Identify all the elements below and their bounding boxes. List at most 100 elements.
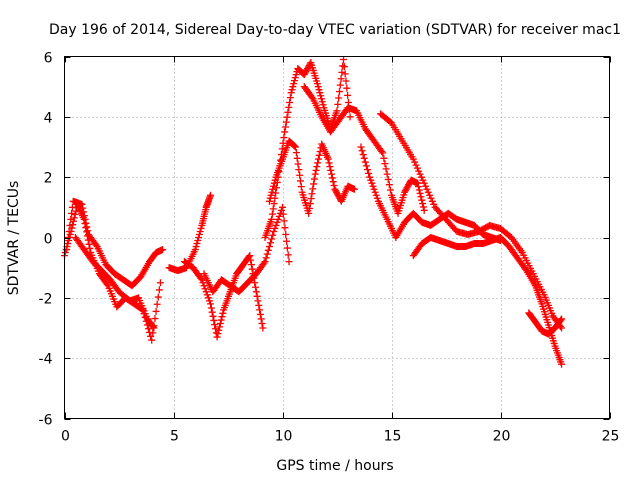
data-point [287, 89, 295, 97]
data-point [292, 143, 300, 151]
data-point [420, 206, 428, 214]
data-point [215, 326, 223, 334]
data-point [271, 176, 279, 184]
data-point [217, 316, 225, 324]
data-point [268, 210, 276, 218]
data-point [558, 315, 566, 323]
data-point [414, 183, 422, 191]
data-point [306, 60, 314, 68]
data-point [403, 184, 411, 192]
data-point [271, 224, 279, 232]
data-point [67, 215, 75, 223]
data-point [337, 75, 345, 83]
data-point [149, 323, 157, 331]
data-point [401, 187, 409, 195]
data-point [279, 210, 287, 218]
data-point [413, 164, 421, 172]
data-point [277, 206, 285, 214]
data-point [286, 94, 294, 102]
data-point [332, 188, 340, 196]
data-point [300, 71, 308, 79]
x-tick-label: 0 [61, 429, 70, 445]
data-point [295, 166, 303, 174]
data-point [324, 155, 332, 163]
data-point [327, 166, 335, 174]
data-point [310, 180, 318, 188]
data-point [316, 89, 324, 97]
data-point [194, 237, 202, 245]
data-point [311, 170, 319, 178]
data-point [558, 360, 566, 368]
data-point [372, 191, 380, 199]
data-point [149, 329, 157, 337]
data-point [362, 162, 370, 170]
y-tick-label: 2 [44, 171, 53, 187]
data-point [86, 244, 94, 252]
data-point [401, 188, 409, 196]
x-tick-label: 25 [602, 429, 620, 445]
data-point [330, 181, 338, 189]
data-point [256, 310, 264, 318]
data-point [332, 187, 340, 195]
data-point [404, 182, 412, 190]
data-point [312, 166, 320, 174]
data-point [381, 160, 389, 168]
data-point [305, 204, 313, 212]
data-point [279, 203, 286, 211]
data-point [68, 203, 76, 211]
data-point [156, 279, 164, 287]
data-point [252, 283, 260, 291]
data-point [245, 253, 253, 261]
data-point [70, 214, 78, 222]
data-point [296, 177, 304, 185]
data-point [360, 154, 368, 162]
data-point [195, 234, 203, 241]
data-point [305, 209, 313, 217]
data-point [318, 98, 326, 106]
data-point [214, 330, 222, 338]
data-point [424, 188, 432, 196]
data-point [386, 186, 394, 194]
data-point [418, 196, 426, 204]
data-point [78, 200, 86, 208]
data-point [289, 83, 297, 91]
data-point [219, 309, 227, 317]
data-point [260, 259, 268, 267]
data-point [309, 185, 317, 193]
data-point [409, 155, 417, 163]
data-point [359, 151, 367, 159]
data-point [304, 65, 312, 73]
data-point [308, 190, 316, 198]
data-point [314, 83, 322, 91]
data-point [85, 240, 93, 248]
data-point [267, 239, 275, 247]
data-point [419, 176, 427, 184]
chart-title: Day 196 of 2014, Sidereal Day-to-day VTE… [49, 22, 621, 38]
data-point [415, 186, 423, 194]
data-point [274, 215, 282, 223]
data-point [61, 249, 69, 257]
data-point [197, 224, 205, 232]
data-point [361, 158, 369, 166]
data-point [402, 185, 410, 193]
data-point [64, 234, 72, 241]
data-point [103, 280, 111, 288]
data-point [84, 227, 92, 235]
data-point [296, 171, 304, 179]
data-point [207, 191, 215, 199]
data-point [148, 336, 156, 344]
data-point [153, 300, 161, 308]
data-point [151, 315, 159, 323]
data-point [254, 297, 262, 305]
data-point [283, 113, 291, 121]
data-point [325, 159, 333, 167]
data-point [339, 62, 347, 70]
data-point [209, 312, 217, 320]
data-point [263, 250, 271, 258]
data-point [379, 149, 387, 157]
data-point [313, 163, 321, 171]
data-point [427, 194, 435, 202]
data-point [144, 325, 152, 333]
data-point [341, 70, 349, 78]
